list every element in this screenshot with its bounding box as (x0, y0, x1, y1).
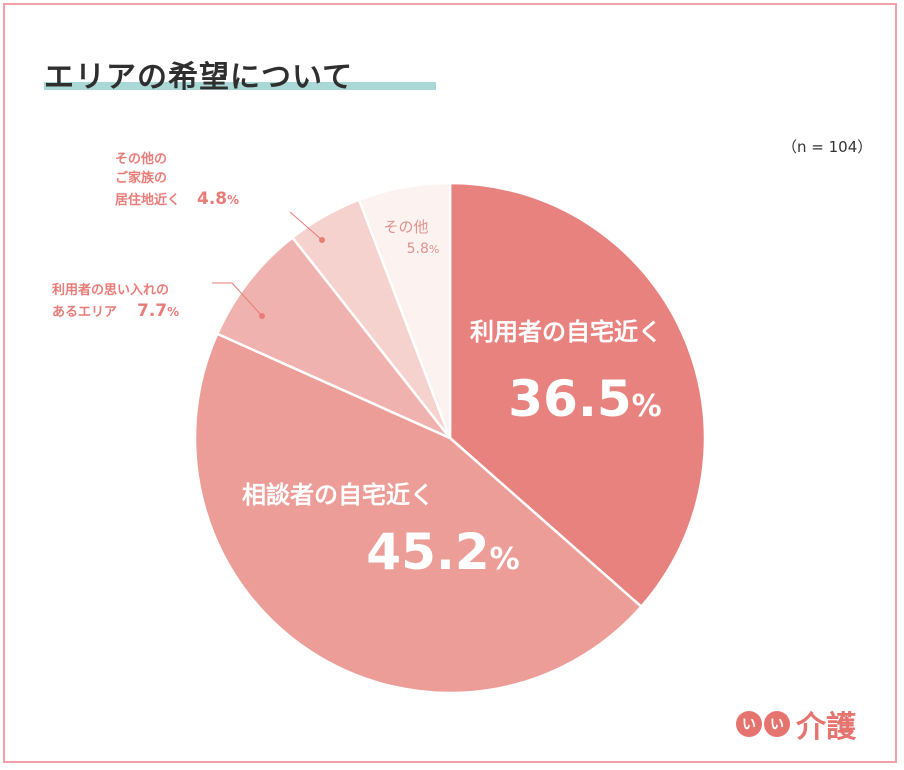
slice-label-4-line-3: 居住地近く (115, 192, 180, 208)
slice-value-3: 7.7% (137, 301, 179, 321)
slice-label-4-line-1: その他の (115, 151, 167, 167)
pie-slice-1 (448, 181, 707, 609)
logo-badge-2: い (764, 711, 790, 737)
logo: い い 介護 (736, 702, 856, 746)
logo-badge-1: い (736, 711, 762, 737)
slice-value-unit-3: % (167, 305, 179, 319)
slice-value-number-4: 4.8 (197, 189, 227, 209)
slice-value-5: 5.8% (407, 241, 440, 257)
slice-label-2: 相談者の自宅近く (242, 481, 434, 509)
slice-value-1: 36.5% (508, 370, 661, 428)
slice-label-4-line-2: ご家族の (115, 170, 167, 186)
slice-value-unit-4: % (227, 193, 239, 207)
slice-label-3-line-2: あるエリア (52, 305, 117, 320)
pie-slice-5 (357, 181, 452, 439)
slice-value-unit-2: % (490, 542, 520, 577)
slice-value-number-5: 5.8 (407, 241, 429, 257)
slice-label-1: 利用者の自宅近く (470, 318, 662, 346)
slice-value-4: 4.8% (197, 189, 239, 209)
pie-slice-2 (193, 332, 644, 695)
slice-label-3-line-1: 利用者の思い入れの (52, 282, 169, 298)
sample-size-label: （n = 104） (782, 138, 873, 156)
slice-label-5: その他 (383, 218, 428, 236)
leader-line-4 (289, 211, 323, 241)
title-block: エリアの希望について (44, 52, 436, 96)
slice-value-unit-1: % (632, 389, 662, 424)
leader-line-3 (212, 282, 263, 317)
slice-value-number-1: 36.5 (508, 370, 631, 428)
leader-dot-4 (319, 237, 325, 243)
slice-value-2: 45.2% (366, 523, 519, 581)
logo-text: 介護 (796, 710, 856, 745)
slice-value-unit-5: % (429, 243, 439, 256)
chart-title: エリアの希望について (44, 60, 354, 95)
title-underline (44, 82, 436, 90)
pie-slice-3 (215, 235, 451, 440)
slice-value-number-2: 45.2 (366, 523, 489, 581)
slice-value-number-3: 7.7 (137, 301, 167, 321)
leader-dot-3 (259, 313, 265, 319)
